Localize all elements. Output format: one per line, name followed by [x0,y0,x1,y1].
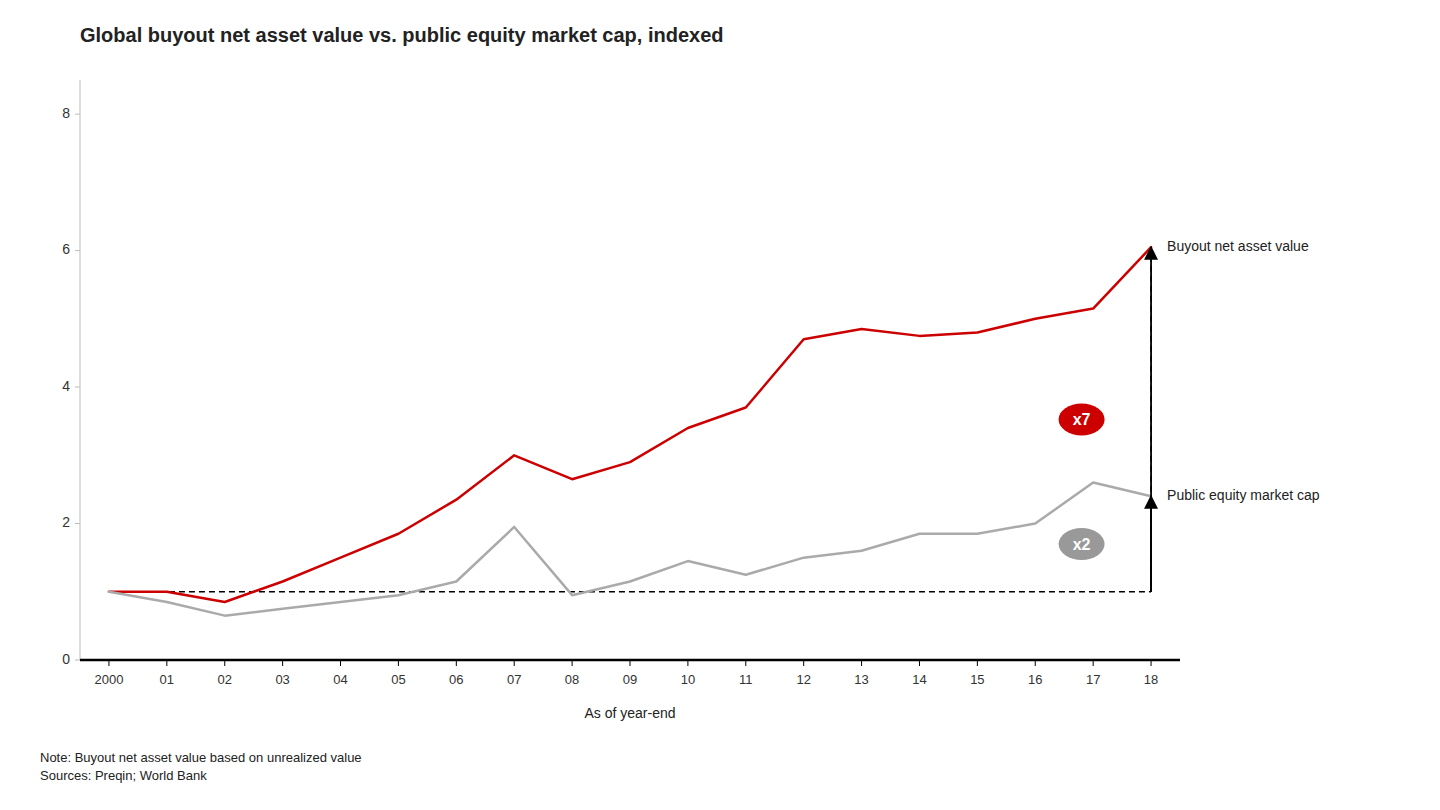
x-tick [1151,660,1152,666]
x-tick [572,660,573,666]
x-tick [456,660,457,666]
growth-arrow [1150,496,1152,592]
x-tick-label: 09 [623,672,637,687]
y-tick-label: 2 [62,514,70,530]
x-tick-label: 12 [796,672,810,687]
x-tick [166,660,167,666]
series-label: Public equity market cap [1167,487,1320,503]
y-axis-line [80,80,81,660]
x-tick [803,660,804,666]
x-tick [630,660,631,666]
x-tick-label: 04 [333,672,347,687]
annotation-badge [1059,528,1105,560]
title: Global buyout net asset value vs. public… [80,24,724,46]
growth-arrow [1150,247,1152,592]
x-tick-label: 16 [1028,672,1042,687]
x-tick-label: 17 [1086,672,1100,687]
x-tick [282,660,283,666]
x-tick-label: 13 [854,672,868,687]
reference-line [109,591,1151,593]
x-tick-label: 14 [912,672,926,687]
note-line: Note: Buyout net asset value based on un… [40,750,362,765]
x-tick [340,660,341,666]
chart: Global buyout net asset value vs. public… [0,0,1440,810]
annotation-text: x7 [1073,411,1091,428]
x-tick [861,660,862,666]
x-tick-label: 07 [507,672,521,687]
annotation-text: x2 [1073,536,1091,553]
x-tick [687,660,688,666]
series-label: Buyout net asset value [1167,238,1309,254]
x-axis-label: As of year-end [584,705,675,721]
page: {"chart_data": { "type": "line", "title"… [0,0,1440,810]
y-tick [75,387,80,388]
x-tick-label: 06 [449,672,463,687]
y-tick-label: 0 [62,651,70,667]
x-tick-label: 08 [565,672,579,687]
y-tick-label: 8 [62,105,70,121]
note-line: Sources: Preqin; World Bank [40,768,207,783]
y-tick-label: 4 [62,378,70,394]
x-tick [745,660,746,666]
x-tick-label: 11 [739,672,753,687]
x-tick-label: 18 [1144,672,1158,687]
x-tick-label: 2000 [94,672,123,687]
x-tick-label: 02 [218,672,232,687]
reference-riser [1150,247,1152,592]
x-tick [919,660,920,666]
plot-area [109,247,1151,615]
y-tick [75,250,80,251]
x-tick [224,660,225,666]
y-tick [75,523,80,524]
x-tick-label: 03 [275,672,289,687]
x-tick [977,660,978,666]
y-tick [75,114,80,115]
x-tick [398,660,399,666]
annotation-badge [1059,403,1105,435]
note: Note: Buyout net asset value based on un… [40,750,362,783]
y-tick [75,660,80,661]
x-tick-label: 01 [160,672,174,687]
x-tick-label: 15 [970,672,984,687]
series-line [109,247,1151,602]
y-tick-label: 6 [62,241,70,257]
x-tick [514,660,515,666]
x-tick-label: 05 [391,672,405,687]
series-line [109,483,1151,616]
x-tick-label: 10 [681,672,695,687]
x-tick [108,660,109,666]
x-tick [1093,660,1094,666]
x-tick [1035,660,1036,666]
